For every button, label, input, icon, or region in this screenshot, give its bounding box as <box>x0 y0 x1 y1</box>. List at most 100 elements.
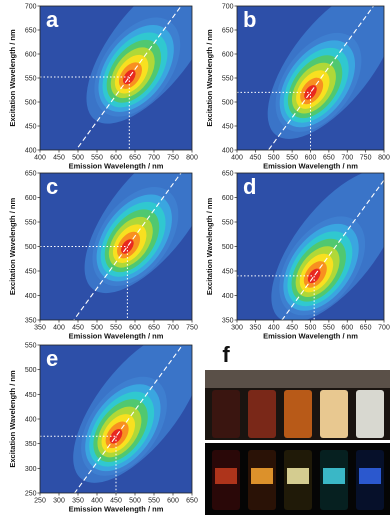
x-tick-label: 450 <box>72 325 84 332</box>
x-axis-label: Emission Wavelength / nm <box>263 332 358 341</box>
x-axis-label: Emission Wavelength / nm <box>263 162 358 171</box>
contour-layer <box>237 6 384 150</box>
y-tick-label: 600 <box>25 52 37 59</box>
x-tick-label: 650 <box>148 325 160 332</box>
x-tick-label: 450 <box>250 155 262 162</box>
x-tick-label: 300 <box>231 325 243 332</box>
y-tick-label: 350 <box>25 318 37 325</box>
contour-panel: 250 300 350 400 450 500 550 600 650 250 300 350 400 4… <box>8 343 198 514</box>
y-tick-label: 500 <box>25 367 37 374</box>
x-tick-label: 350 <box>72 498 84 505</box>
y-tick-label: 500 <box>222 100 234 107</box>
y-tick-label: 650 <box>25 28 37 35</box>
y-tick-label: 700 <box>222 4 234 11</box>
x-tick-label: 550 <box>323 325 335 332</box>
x-tick-label: 600 <box>129 325 141 332</box>
contour-layer <box>237 173 384 320</box>
x-tick-label: 450 <box>110 498 122 505</box>
x-tick-label: 700 <box>341 155 353 162</box>
y-tick-label: 600 <box>222 195 234 202</box>
x-tick-label: 250 <box>34 498 46 505</box>
y-tick-label: 450 <box>25 269 37 276</box>
x-tick-label: 400 <box>91 498 103 505</box>
panel-label: b <box>243 7 256 32</box>
y-tick-label: 400 <box>25 417 37 424</box>
y-tick-label: 700 <box>25 4 37 11</box>
panel-label: a <box>46 7 59 32</box>
x-tick-label: 600 <box>110 155 122 162</box>
x-tick-label: 600 <box>341 325 353 332</box>
panel-label: e <box>46 346 58 371</box>
contour-panel: 400 450 500 550 600 650 700 750 800 400 450 500 550 6… <box>205 4 390 171</box>
x-tick-label: 500 <box>91 325 103 332</box>
x-tick-label: 400 <box>34 155 46 162</box>
x-tick-label: 600 <box>167 498 179 505</box>
y-tick-label: 500 <box>222 244 234 251</box>
y-tick-label: 550 <box>25 76 37 83</box>
y-axis-label: Excitation Wavelength / nm <box>8 198 17 296</box>
x-tick-label: 450 <box>286 325 298 332</box>
contour-panel: 300 350 400 450 500 550 600 650 7003504004505005… <box>205 171 390 341</box>
x-tick-label: 550 <box>148 498 160 505</box>
y-tick-label: 550 <box>222 76 234 83</box>
contour-layer <box>40 173 192 320</box>
y-axis-label: Excitation Wavelength / nm <box>205 29 214 127</box>
y-tick-label: 550 <box>25 343 37 350</box>
x-tick-label: 500 <box>305 325 317 332</box>
x-tick-label: 550 <box>110 325 122 332</box>
x-tick-label: 700 <box>148 155 160 162</box>
contour-panel: 400 450 500 550 600 650 700 750 800 400 450 500 550 6… <box>8 4 198 171</box>
x-tick-label: 700 <box>167 325 179 332</box>
x-tick-label: 400 <box>231 155 243 162</box>
y-tick-label: 400 <box>25 148 37 155</box>
x-tick-label: 350 <box>34 325 46 332</box>
x-tick-label: 650 <box>186 498 198 505</box>
panel-label: f <box>222 342 230 367</box>
x-tick-label: 550 <box>91 155 103 162</box>
y-tick-label: 450 <box>222 269 234 276</box>
x-tick-label: 600 <box>305 155 317 162</box>
contour-layer <box>40 345 192 493</box>
x-tick-label: 500 <box>268 155 280 162</box>
x-tick-label: 650 <box>360 325 372 332</box>
x-tick-label: 650 <box>129 155 141 162</box>
x-tick-label: 700 <box>378 325 390 332</box>
x-tick-label: 750 <box>360 155 372 162</box>
x-tick-label: 750 <box>167 155 179 162</box>
x-tick-label: 500 <box>72 155 84 162</box>
y-tick-label: 350 <box>222 318 234 325</box>
y-tick-label: 400 <box>222 148 234 155</box>
y-tick-label: 650 <box>222 28 234 35</box>
y-tick-label: 600 <box>25 195 37 202</box>
panel-label: d <box>243 174 256 199</box>
y-tick-label: 300 <box>25 466 37 473</box>
y-axis-label: Excitation Wavelength / nm <box>8 370 17 468</box>
x-tick-label: 550 <box>286 155 298 162</box>
x-tick-label: 400 <box>268 325 280 332</box>
x-tick-label: 450 <box>53 155 65 162</box>
x-axis-label: Emission Wavelength / nm <box>69 332 164 341</box>
y-tick-label: 550 <box>25 220 37 227</box>
y-tick-label: 400 <box>222 293 234 300</box>
contour-panel: 350 400 450 500 550 600 650 700 750 350 400 450 500 5… <box>8 171 198 341</box>
x-axis-label: Emission Wavelength / nm <box>69 505 164 514</box>
y-axis-label: Excitation Wavelength / nm <box>205 198 214 296</box>
x-axis-label: Emission Wavelength / nm <box>69 162 164 171</box>
x-tick-label: 650 <box>323 155 335 162</box>
y-tick-label: 450 <box>25 392 37 399</box>
y-tick-label: 400 <box>25 293 37 300</box>
panel-label: c <box>46 174 58 199</box>
contour-layer <box>40 6 192 150</box>
x-tick-label: 350 <box>250 325 262 332</box>
x-tick-label: 500 <box>129 498 141 505</box>
y-tick-label: 500 <box>25 244 37 251</box>
x-tick-label: 800 <box>186 155 198 162</box>
y-tick-label: 600 <box>222 52 234 59</box>
x-tick-label: 400 <box>53 325 65 332</box>
y-tick-label: 650 <box>25 171 37 178</box>
y-tick-label: 350 <box>25 441 37 448</box>
photo <box>205 370 390 515</box>
x-tick-label: 750 <box>186 325 198 332</box>
y-tick-label: 450 <box>25 124 37 131</box>
x-tick-label: 300 <box>53 498 65 505</box>
